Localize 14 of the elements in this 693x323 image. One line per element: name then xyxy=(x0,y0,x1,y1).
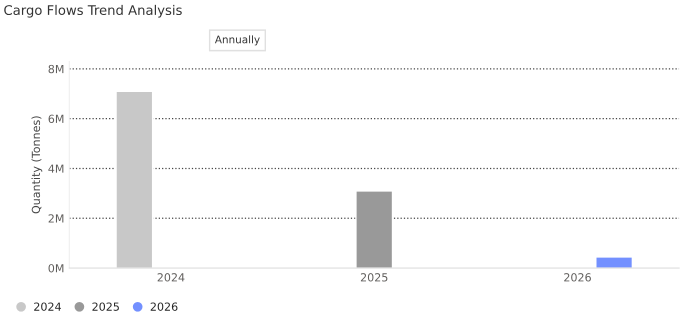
x-tick-label: 2024 xyxy=(158,273,184,282)
x-tick-label: 2026 xyxy=(564,273,591,282)
y-tick-label: 6M xyxy=(48,114,64,124)
y-tick-label: 2M xyxy=(48,214,64,222)
y-axis-title: Quantity (Tonnes) xyxy=(31,116,42,214)
text: Annually xyxy=(214,35,260,46)
legend-label: 2026 xyxy=(150,302,178,311)
legend-label: 2024 xyxy=(34,302,61,311)
x-tick-label: 2025 xyxy=(360,273,388,282)
chart-title: Cargo Flows Trend Analysis xyxy=(4,4,182,18)
y-tick-label: 4M xyxy=(48,164,64,173)
legend-label: 2025 xyxy=(92,302,119,311)
y-tick-label: 0M xyxy=(48,264,64,272)
y-tick-label: 8M xyxy=(48,64,64,74)
